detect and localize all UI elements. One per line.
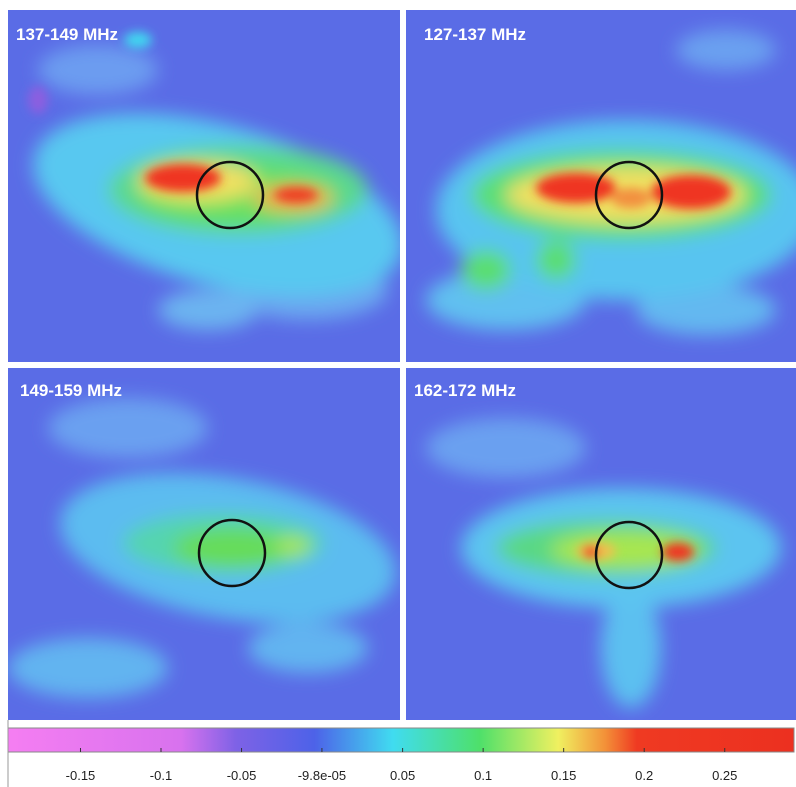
tick-label: -0.15 [66, 768, 96, 783]
panel-label: 162-172 MHz [414, 381, 516, 400]
map-panel: 149-159 MHz [8, 368, 400, 720]
colorbar [7, 727, 795, 753]
panel-label: 149-159 MHz [20, 381, 122, 400]
tick-label: 0.1 [474, 768, 492, 783]
tick-label: -0.05 [227, 768, 257, 783]
panel-label: 137-149 MHz [16, 25, 118, 44]
tick-label: 0.15 [551, 768, 576, 783]
tick-label: 0.05 [390, 768, 415, 783]
panel-label: 127-137 MHz [424, 25, 526, 44]
tick-label: 0.2 [635, 768, 653, 783]
tick-label: 0.25 [712, 768, 737, 783]
map-panel: 162-172 MHz [406, 368, 796, 720]
map-panel: 137-149 MHz [8, 10, 400, 362]
map-panel: 127-137 MHz [406, 10, 796, 362]
tick-label: -9.8e-05 [298, 768, 346, 783]
tick-label: -0.1 [150, 768, 172, 783]
